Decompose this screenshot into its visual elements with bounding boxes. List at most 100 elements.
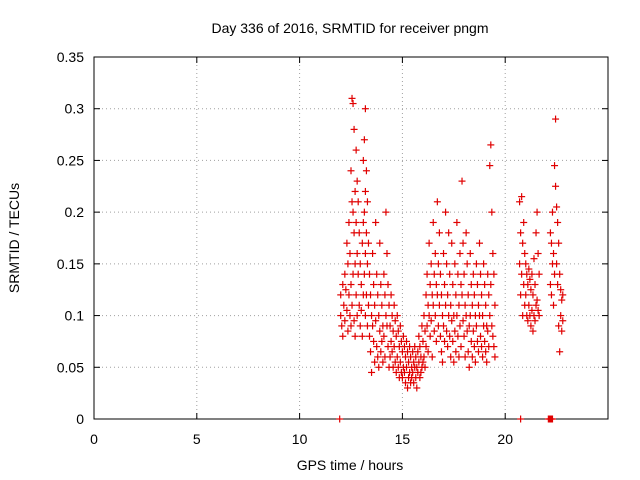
data-point [358, 332, 366, 340]
x-tick-label: 5 [193, 431, 201, 447]
data-point [364, 239, 372, 247]
data-point [559, 291, 567, 299]
data-point [336, 415, 344, 423]
data-point [347, 167, 355, 175]
data-point [486, 312, 494, 320]
data-point [552, 115, 560, 123]
data-point [558, 327, 566, 335]
data-point [380, 332, 388, 340]
data-point [337, 291, 345, 299]
y-tick-label: 0.1 [65, 308, 85, 324]
data-point [555, 322, 563, 330]
data-point [488, 322, 496, 330]
data-point [386, 322, 394, 330]
data-point [396, 322, 404, 330]
data-point [471, 358, 479, 366]
data-point [437, 291, 445, 299]
data-point [535, 270, 543, 278]
data-point [345, 291, 353, 299]
data-point [477, 332, 485, 340]
data-point [393, 353, 401, 361]
data-point [373, 270, 381, 278]
data-point [534, 250, 542, 258]
data-point [372, 218, 380, 226]
data-point [487, 281, 495, 289]
data-point [552, 182, 560, 190]
y-tick-label: 0.3 [65, 101, 85, 117]
grid [94, 57, 608, 419]
data-point [374, 353, 382, 361]
data-point [422, 343, 430, 351]
data-point [440, 322, 448, 330]
data-point [377, 348, 385, 356]
data-point [480, 260, 488, 268]
data-point [476, 239, 483, 247]
data-point [429, 218, 437, 226]
data-point [425, 239, 433, 247]
data-point [347, 281, 355, 289]
data-point [394, 327, 402, 335]
data-point [353, 250, 361, 258]
data-point [380, 270, 388, 278]
data-point [424, 348, 432, 356]
data-point [464, 348, 472, 356]
data-point [451, 260, 459, 268]
x-tick-label: 10 [292, 431, 308, 447]
data-point [375, 312, 383, 320]
data-point [438, 312, 446, 320]
data-point [355, 229, 363, 237]
data-point [419, 358, 427, 366]
data-point [529, 327, 537, 335]
data-point [457, 281, 465, 289]
data-point [347, 322, 355, 330]
data-point [527, 286, 535, 294]
data-point [377, 281, 385, 289]
data-point [532, 301, 540, 309]
data-point [558, 296, 566, 304]
data-point [382, 208, 390, 216]
data-point [484, 327, 492, 335]
data-point [465, 363, 473, 371]
data-point [441, 337, 449, 345]
data-point [363, 198, 371, 206]
data-point [346, 250, 354, 258]
data-point [448, 317, 456, 325]
data-point [348, 198, 356, 206]
data-point [420, 353, 428, 361]
data-point [547, 291, 555, 299]
data-point [531, 281, 539, 289]
data-point [378, 337, 386, 345]
x-tick-label: 15 [395, 431, 411, 447]
data-point [367, 348, 375, 356]
data-point [457, 343, 465, 351]
data-point [458, 177, 466, 185]
data-point [473, 281, 481, 289]
data-point [438, 358, 446, 366]
data-point [423, 270, 431, 278]
data-point [392, 332, 400, 340]
data-point [491, 301, 499, 309]
data-point [410, 379, 418, 387]
data-point [555, 239, 563, 247]
data-point [433, 198, 441, 206]
data-point [356, 322, 364, 330]
data-point [391, 317, 399, 325]
data-point [363, 260, 371, 268]
data-point [431, 312, 439, 320]
data-point [344, 260, 352, 268]
data-point [443, 260, 451, 268]
data-point [373, 343, 381, 351]
data-point [453, 218, 461, 226]
x-tick-label: 20 [497, 431, 513, 447]
data-point [357, 306, 365, 314]
data-point [341, 270, 349, 278]
data-point [517, 229, 525, 237]
data-point [352, 146, 360, 154]
data-point [454, 270, 462, 278]
data-point [357, 281, 365, 289]
data-point [387, 337, 395, 345]
data-point [461, 301, 469, 309]
data-point [427, 260, 435, 268]
data-point [550, 301, 558, 309]
data-point [368, 312, 376, 320]
